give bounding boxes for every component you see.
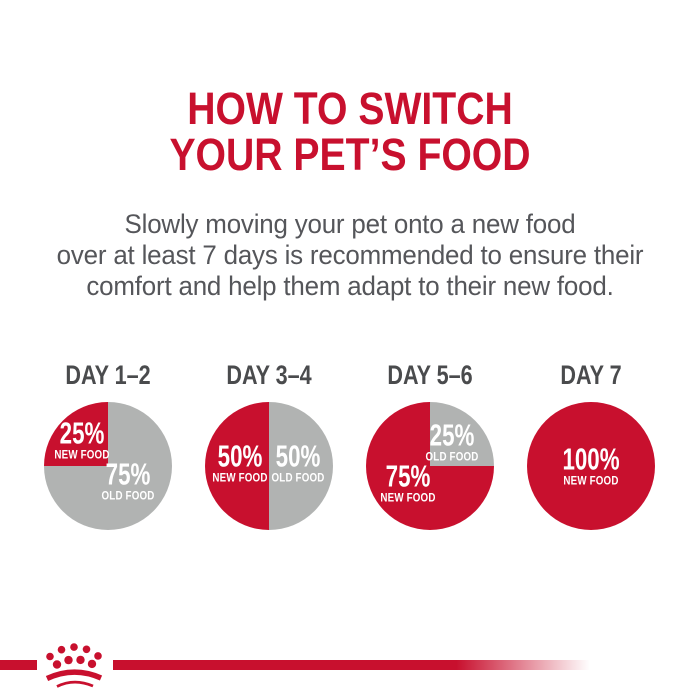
footer-rule-left-segment xyxy=(0,660,37,670)
new-food-caption: NEW FOOD xyxy=(54,449,110,462)
pie-chart-day-5-6: 25% OLD FOOD 75% NEW FOOD xyxy=(366,402,494,530)
new-food-caption: NEW FOOD xyxy=(563,475,619,488)
new-food-slice-label: 25% NEW FOOD xyxy=(50,415,115,462)
old-food-slice-label: 25% OLD FOOD xyxy=(421,417,483,464)
new-food-slice-label: 75% NEW FOOD xyxy=(376,458,441,505)
new-food-caption: NEW FOOD xyxy=(380,492,436,505)
new-food-slice-label: 100% NEW FOOD xyxy=(551,441,630,488)
intro-line1: Slowly moving your pet onto a new food xyxy=(124,209,576,239)
new-food-percent: 25% xyxy=(60,415,105,451)
pie-chart-day-1-2: 25% NEW FOOD 75% OLD FOOD xyxy=(44,402,172,530)
day-7-label: DAY 7 xyxy=(560,360,622,390)
pie-column-day-7: DAY 7 100% NEW FOOD xyxy=(527,360,655,530)
page-title-line2: YOUR PET’S FOOD xyxy=(169,129,531,180)
day-1-2-label: DAY 1–2 xyxy=(65,360,151,390)
pie-column-day-5-6: DAY 5–6 25% OLD FOOD 75% NEW FOOD xyxy=(366,360,494,530)
pie-chart-row: DAY 1–2 25% NEW FOOD 75% OLD FOOD DAY 3–… xyxy=(44,360,656,530)
old-food-percent: 75% xyxy=(106,456,151,492)
new-food-slice-label: 50% NEW FOOD xyxy=(207,438,272,485)
old-food-slice-label: 75% OLD FOOD xyxy=(97,456,159,503)
new-food-percent: 75% xyxy=(385,458,431,494)
old-food-percent: 25% xyxy=(429,417,475,453)
intro-line3: comfort and help them adapt to their new… xyxy=(86,271,614,301)
new-food-caption: NEW FOOD xyxy=(211,472,268,485)
old-food-caption: OLD FOOD xyxy=(101,490,155,503)
pie-column-day-3-4: DAY 3–4 50% NEW FOOD 50% OLD FOOD xyxy=(205,360,333,530)
day-5-6-label: DAY 5–6 xyxy=(387,360,473,390)
intro-line2: over at least 7 days is recommended to e… xyxy=(56,240,644,270)
pie-column-day-1-2: DAY 1–2 25% NEW FOOD 75% OLD FOOD xyxy=(44,360,172,530)
page-title-line1: HOW TO SWITCH xyxy=(187,83,513,134)
new-food-percent: 50% xyxy=(217,438,262,474)
old-food-caption: OLD FOOD xyxy=(271,472,325,485)
pie-chart-day-3-4: 50% NEW FOOD 50% OLD FOOD xyxy=(205,402,333,530)
royal-canin-crown-icon xyxy=(45,643,103,688)
intro-paragraph: Slowly moving your pet onto a new food o… xyxy=(0,209,700,302)
page-title: HOW TO SWITCH YOUR PET’S FOOD xyxy=(0,86,700,178)
old-food-percent: 50% xyxy=(276,438,321,474)
new-food-percent: 100% xyxy=(562,441,620,477)
old-food-slice-label: 50% OLD FOOD xyxy=(267,438,329,485)
day-3-4-label: DAY 3–4 xyxy=(226,360,312,390)
old-food-caption: OLD FOOD xyxy=(425,451,479,464)
footer-rule-right-segment xyxy=(113,660,590,670)
pie-chart-day-7: 100% NEW FOOD xyxy=(527,402,655,530)
